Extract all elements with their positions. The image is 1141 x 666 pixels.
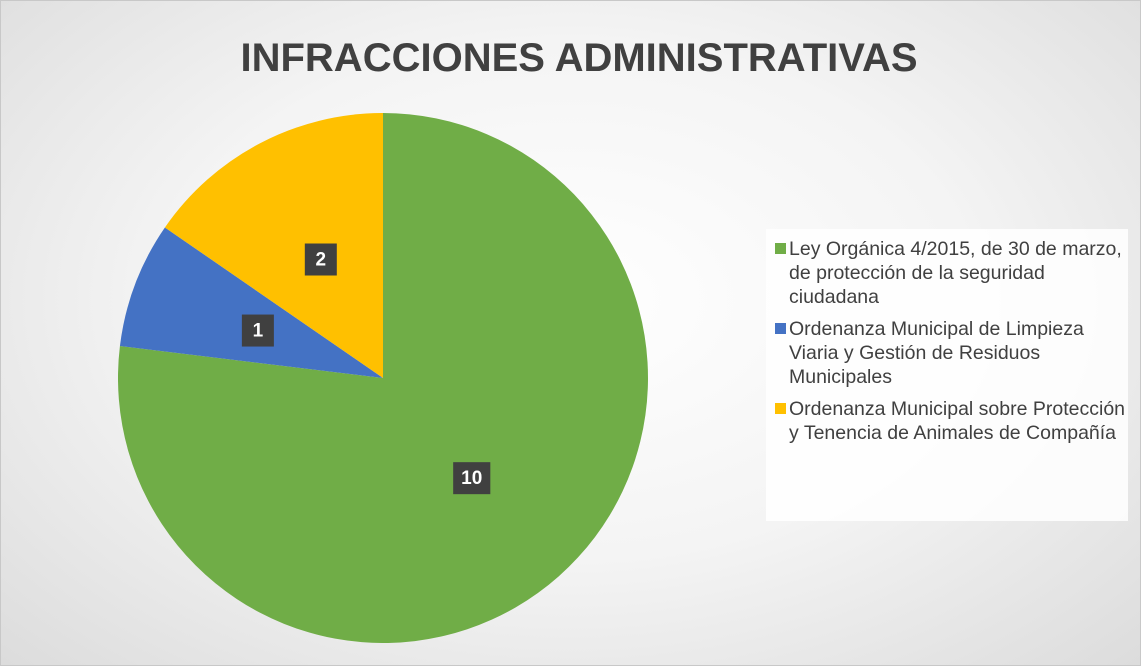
data-label-text: 2 xyxy=(316,250,327,271)
data-label: 1 xyxy=(241,314,274,347)
pie-slice xyxy=(119,227,383,378)
chart-title: INFRACCIONES ADMINISTRATIVAS xyxy=(240,36,917,80)
legend-swatch xyxy=(775,323,786,334)
legend-swatch xyxy=(775,243,786,254)
legend-label: Ley Orgánica 4/2015, de 30 de marzo, de … xyxy=(789,238,1122,308)
pie-slice xyxy=(118,113,649,644)
data-label-box xyxy=(453,462,491,495)
legend-item: Ordenanza Municipal de Limpieza Viaria y… xyxy=(766,317,1128,389)
legend: Ley Orgánica 4/2015, de 30 de marzo, de … xyxy=(766,229,1128,521)
legend-label: Ordenanza Municipal sobre Protección y T… xyxy=(789,398,1126,444)
data-label-text: 10 xyxy=(461,468,482,489)
legend-item: Ordenanza Municipal sobre Protección y T… xyxy=(766,397,1128,445)
data-label: 10 xyxy=(453,462,491,495)
data-label-box xyxy=(304,243,337,276)
legend-item: Ley Orgánica 4/2015, de 30 de marzo, de … xyxy=(766,237,1128,309)
data-label-text: 1 xyxy=(253,321,264,342)
pie-slice xyxy=(164,113,383,378)
legend-label: Ordenanza Municipal de Limpieza Viaria y… xyxy=(789,318,1084,388)
data-label: 2 xyxy=(304,243,337,276)
data-label-box xyxy=(241,314,274,347)
legend-swatch xyxy=(775,403,786,414)
